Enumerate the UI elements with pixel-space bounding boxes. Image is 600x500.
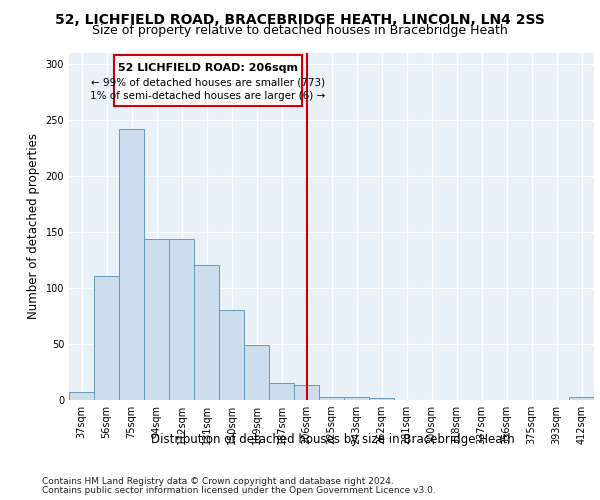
Bar [269, 383, 294, 400]
Bar [144, 238, 169, 400]
Bar [114, 54, 302, 106]
Bar [169, 238, 194, 400]
Bar [244, 345, 269, 400]
Bar [344, 396, 369, 400]
Bar [219, 310, 244, 400]
Text: Contains public sector information licensed under the Open Government Licence v3: Contains public sector information licen… [42, 486, 436, 495]
Bar [119, 128, 144, 400]
Bar [294, 386, 319, 400]
Bar [569, 396, 594, 400]
Text: 52 LICHFIELD ROAD: 206sqm: 52 LICHFIELD ROAD: 206sqm [118, 62, 298, 72]
Text: 1% of semi-detached houses are larger (6) →: 1% of semi-detached houses are larger (6… [90, 90, 325, 101]
Text: ← 99% of detached houses are smaller (773): ← 99% of detached houses are smaller (77… [91, 77, 325, 87]
Bar [369, 398, 394, 400]
Text: Size of property relative to detached houses in Bracebridge Heath: Size of property relative to detached ho… [92, 24, 508, 37]
Text: Contains HM Land Registry data © Crown copyright and database right 2024.: Contains HM Land Registry data © Crown c… [42, 477, 394, 486]
Bar [194, 266, 219, 400]
Text: 52, LICHFIELD ROAD, BRACEBRIDGE HEATH, LINCOLN, LN4 2SS: 52, LICHFIELD ROAD, BRACEBRIDGE HEATH, L… [55, 12, 545, 26]
Y-axis label: Number of detached properties: Number of detached properties [27, 133, 40, 320]
Text: Distribution of detached houses by size in Bracebridge Heath: Distribution of detached houses by size … [151, 432, 515, 446]
Bar [319, 396, 344, 400]
Bar [94, 276, 119, 400]
Bar [69, 392, 94, 400]
